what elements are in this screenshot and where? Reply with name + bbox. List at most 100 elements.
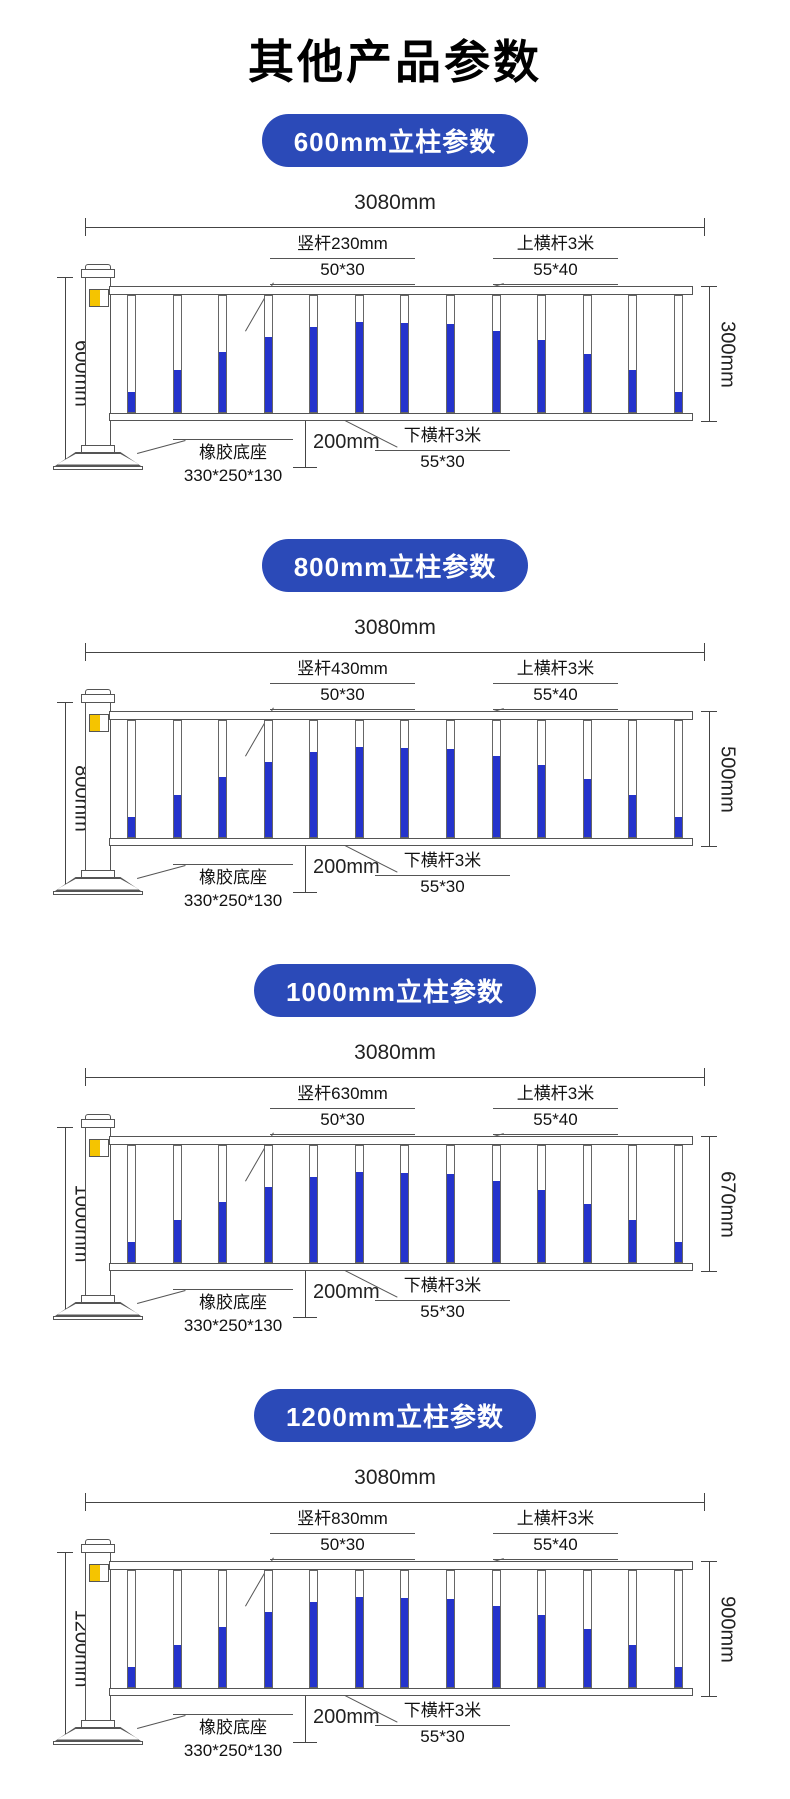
fence-bar bbox=[218, 1570, 228, 1688]
fence-bar bbox=[537, 720, 547, 838]
fence-bar bbox=[491, 720, 501, 838]
fence-bar-blue-fill bbox=[583, 354, 591, 412]
fence-bar bbox=[628, 1145, 638, 1263]
left-dim-tick-top bbox=[57, 1127, 73, 1128]
fence-bar-blue-fill bbox=[401, 1597, 409, 1687]
bottom-rail-callout: 下横杆3米 55*30 bbox=[375, 425, 510, 474]
base-callout: 橡胶底座 330*250*130 bbox=[173, 864, 293, 913]
base-plate bbox=[53, 891, 143, 895]
top-dim-line bbox=[85, 652, 705, 653]
right-dim-line bbox=[709, 1561, 710, 1696]
fence-bar bbox=[172, 1570, 182, 1688]
rubber-base-face bbox=[56, 878, 140, 890]
top-dim-tick-left bbox=[85, 1493, 86, 1511]
fence-bar bbox=[309, 1145, 319, 1263]
total-width-dimension: 3080mm bbox=[354, 1466, 436, 1489]
base-size: 330*250*130 bbox=[183, 1740, 283, 1760]
right-dim-tick-top bbox=[701, 711, 717, 712]
left-dim-tick-top bbox=[57, 277, 73, 278]
fence-bar bbox=[354, 1145, 364, 1263]
top-rail bbox=[109, 1561, 693, 1570]
fence-bar bbox=[400, 295, 410, 413]
fence-bar bbox=[446, 295, 456, 413]
fence-bar bbox=[537, 1145, 547, 1263]
bottom-rail-label: 下横杆3米 bbox=[375, 425, 510, 451]
post-cap-base bbox=[81, 1544, 115, 1553]
fence-bar-blue-fill bbox=[264, 336, 272, 412]
bottom-rail-size: 55*30 bbox=[420, 876, 465, 896]
fence-bar bbox=[354, 295, 364, 413]
fence-bar bbox=[309, 720, 319, 838]
fence-bar bbox=[537, 295, 547, 413]
fence-diagram-600mm: 3080mm 600mm 300mm 竖杆230mm 50*30 上横杆3米 5… bbox=[45, 191, 745, 493]
fence-bar-blue-fill bbox=[219, 1626, 227, 1687]
top-rail bbox=[109, 711, 693, 720]
fence-bar-blue-fill bbox=[355, 746, 363, 837]
top-rail-callout: 上横杆3米 55*40 bbox=[493, 658, 618, 710]
reflective-sticker bbox=[89, 1139, 109, 1157]
left-dim-line bbox=[65, 702, 66, 892]
base-callout: 橡胶底座 330*250*130 bbox=[173, 1714, 293, 1763]
fence-bar-blue-fill bbox=[355, 1171, 363, 1262]
fence-bar bbox=[537, 1570, 547, 1688]
fence-bar-blue-fill bbox=[310, 1602, 318, 1687]
top-dim-tick-right bbox=[704, 1068, 705, 1086]
total-width-dimension: 3080mm bbox=[354, 1041, 436, 1064]
base-step bbox=[81, 1295, 115, 1303]
inner-height-dimension: 300mm bbox=[716, 321, 739, 388]
fence-bar-blue-fill bbox=[538, 340, 546, 412]
fence-bar bbox=[309, 1570, 319, 1688]
fence-bar bbox=[628, 295, 638, 413]
top-rail bbox=[109, 286, 693, 295]
fence-bar-blue-fill bbox=[674, 392, 682, 412]
fence-bar bbox=[172, 720, 182, 838]
right-dim-tick-bottom bbox=[701, 421, 717, 422]
vertical-bars bbox=[127, 1570, 683, 1688]
fence-bar bbox=[218, 295, 228, 413]
section-badge-800mm: 800mm立柱参数 bbox=[261, 539, 529, 592]
bottom-rail-size: 55*30 bbox=[420, 451, 465, 471]
inner-height-dimension: 670mm bbox=[716, 1171, 739, 1238]
top-dim-line bbox=[85, 227, 705, 228]
vertical-bars bbox=[127, 295, 683, 413]
fence-bar bbox=[491, 295, 501, 413]
rubber-base-face bbox=[56, 1303, 140, 1315]
base-plate bbox=[53, 1316, 143, 1320]
top-dim-line bbox=[85, 1502, 705, 1503]
fence-bar-blue-fill bbox=[310, 327, 318, 412]
vertical-bar-size: 50*30 bbox=[270, 1534, 415, 1560]
gap-dim-tick bbox=[293, 1317, 317, 1318]
base-size: 330*250*130 bbox=[183, 1315, 283, 1335]
right-dim-tick-top bbox=[701, 1561, 717, 1562]
fence-bar-blue-fill bbox=[447, 1598, 455, 1687]
top-rail-callout: 上横杆3米 55*40 bbox=[493, 1508, 618, 1560]
vertical-bar-callout: 竖杆830mm 50*30 bbox=[270, 1508, 415, 1560]
fence-diagram-1000mm: 3080mm 1000mm 670mm 竖杆630mm 50*30 上横杆3米 … bbox=[45, 1041, 745, 1343]
post-cap-base bbox=[81, 694, 115, 703]
base-step bbox=[81, 1720, 115, 1728]
section-badge-1000mm: 1000mm立柱参数 bbox=[253, 964, 537, 1017]
reflective-sticker bbox=[89, 714, 109, 732]
fence-bar-blue-fill bbox=[310, 1177, 318, 1262]
fence-bar bbox=[673, 1145, 683, 1263]
fence-bar-blue-fill bbox=[447, 748, 455, 837]
base-plate bbox=[53, 466, 143, 470]
fence-bar-blue-fill bbox=[583, 1629, 591, 1687]
gap-dim-line bbox=[305, 421, 306, 467]
vertical-bar-label: 竖杆230mm bbox=[270, 233, 415, 259]
base-size: 330*250*130 bbox=[183, 465, 283, 485]
fence-bar bbox=[263, 1145, 273, 1263]
fence-bar-blue-fill bbox=[629, 370, 637, 412]
right-dim-line bbox=[709, 711, 710, 846]
gap-dim-tick bbox=[293, 1742, 317, 1743]
fence-bar bbox=[582, 295, 592, 413]
fence-bar-blue-fill bbox=[128, 817, 135, 837]
bottom-rail bbox=[109, 413, 693, 421]
fence-bar-blue-fill bbox=[447, 1173, 455, 1262]
vertical-bar-callout: 竖杆430mm 50*30 bbox=[270, 658, 415, 710]
vertical-bar-size: 50*30 bbox=[270, 259, 415, 285]
fence-bar-blue-fill bbox=[583, 779, 591, 837]
rubber-base bbox=[55, 1302, 141, 1316]
rubber-base bbox=[55, 1727, 141, 1741]
fence-bar-blue-fill bbox=[538, 1190, 546, 1262]
